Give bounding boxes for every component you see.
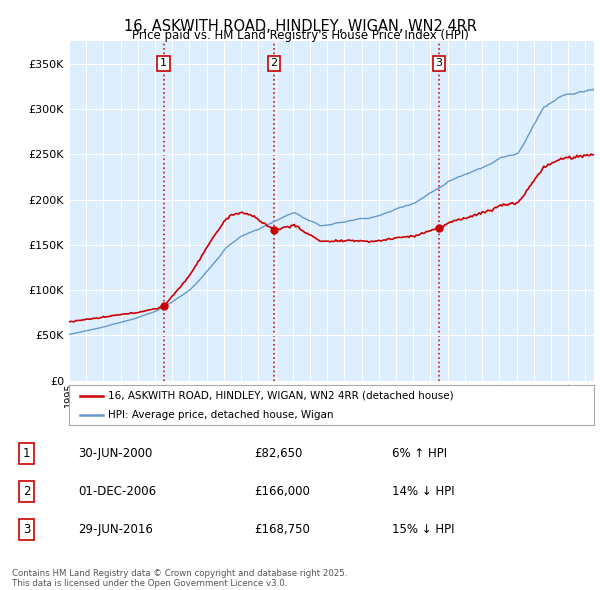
Text: £166,000: £166,000 bbox=[254, 485, 310, 498]
Text: 2: 2 bbox=[23, 485, 30, 498]
Text: 6% ↑ HPI: 6% ↑ HPI bbox=[392, 447, 447, 460]
Text: 29-JUN-2016: 29-JUN-2016 bbox=[78, 523, 153, 536]
Text: £82,650: £82,650 bbox=[254, 447, 302, 460]
Text: Contains HM Land Registry data © Crown copyright and database right 2025.
This d: Contains HM Land Registry data © Crown c… bbox=[12, 569, 347, 588]
Text: HPI: Average price, detached house, Wigan: HPI: Average price, detached house, Wiga… bbox=[109, 410, 334, 419]
Text: 15% ↓ HPI: 15% ↓ HPI bbox=[392, 523, 455, 536]
Text: 01-DEC-2006: 01-DEC-2006 bbox=[78, 485, 157, 498]
Text: 14% ↓ HPI: 14% ↓ HPI bbox=[392, 485, 455, 498]
Text: 3: 3 bbox=[436, 58, 443, 68]
Text: £168,750: £168,750 bbox=[254, 523, 310, 536]
Text: 1: 1 bbox=[160, 58, 167, 68]
Text: 16, ASKWITH ROAD, HINDLEY, WIGAN, WN2 4RR: 16, ASKWITH ROAD, HINDLEY, WIGAN, WN2 4R… bbox=[124, 19, 476, 34]
Text: 3: 3 bbox=[23, 523, 30, 536]
Text: 16, ASKWITH ROAD, HINDLEY, WIGAN, WN2 4RR (detached house): 16, ASKWITH ROAD, HINDLEY, WIGAN, WN2 4R… bbox=[109, 391, 454, 401]
Text: Price paid vs. HM Land Registry's House Price Index (HPI): Price paid vs. HM Land Registry's House … bbox=[131, 30, 469, 42]
Text: 30-JUN-2000: 30-JUN-2000 bbox=[78, 447, 152, 460]
Text: 1: 1 bbox=[23, 447, 30, 460]
Text: 2: 2 bbox=[271, 58, 278, 68]
